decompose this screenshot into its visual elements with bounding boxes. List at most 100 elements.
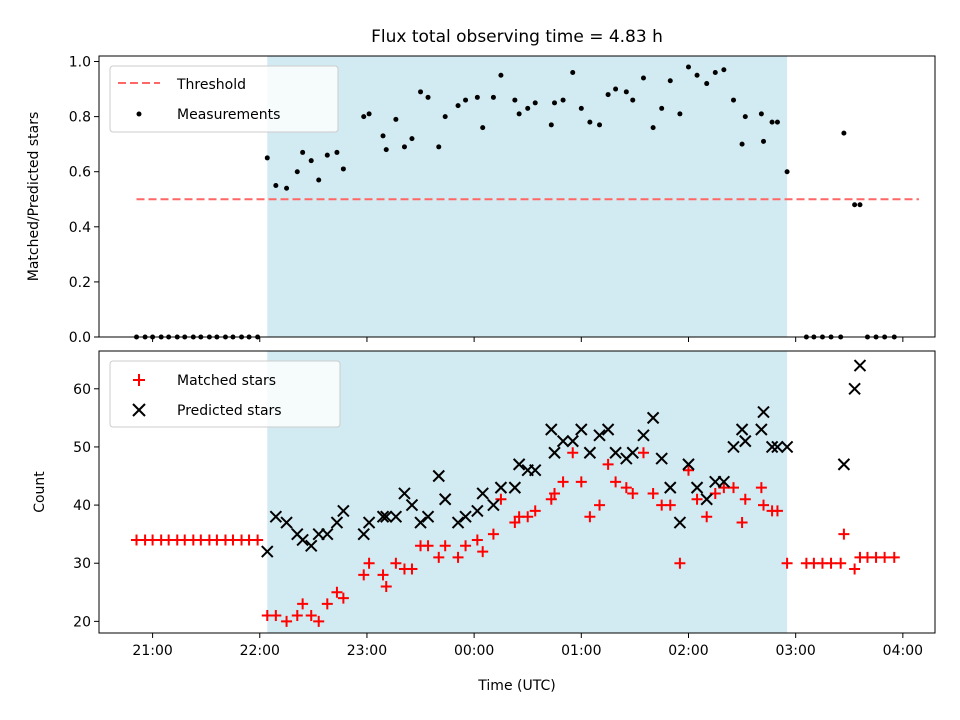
- top-legend-box: [109, 65, 339, 133]
- top-y-axis-label: Matched/Predicted stars: [26, 112, 42, 282]
- y-tick-label: 30: [73, 556, 91, 572]
- bottom-x-ticks: 21:00 22:00 23:00 00:00 01:00 02:00 03:00 04:00: [132, 633, 923, 659]
- measurement-point: [525, 105, 531, 111]
- measurement-point: [308, 158, 314, 164]
- matched-star-point: [602, 458, 614, 470]
- measurement-point: [300, 149, 306, 155]
- measurement-point: [273, 182, 279, 188]
- matched-star-point: [433, 551, 445, 563]
- matched-star-point: [835, 557, 847, 569]
- predicted-star-point: [837, 458, 851, 471]
- predicted-star-point: [296, 533, 309, 547]
- observing-window-band-bottom: [267, 351, 788, 633]
- measurement-point: [383, 147, 389, 153]
- matched-star-point: [422, 540, 434, 552]
- measurement-point: [784, 169, 790, 175]
- measurement-point: [516, 111, 522, 117]
- measurement-point: [324, 152, 330, 158]
- matched-star-point: [331, 586, 343, 598]
- measurement-point: [560, 97, 566, 103]
- matched-star-point: [674, 557, 686, 569]
- matched-star-point: [522, 511, 534, 523]
- measurement-point: [578, 105, 584, 111]
- matched-star-point: [888, 551, 900, 563]
- matched-star-point: [297, 598, 309, 610]
- matched-star-point: [825, 557, 837, 569]
- measurement-point: [623, 89, 629, 95]
- bottom-y-ticks: 20 30 40 50 60: [73, 382, 99, 630]
- measurement-point: [650, 125, 656, 131]
- predicted-star-point: [357, 527, 370, 541]
- measurement-point: [694, 72, 700, 78]
- matched-star-point: [682, 464, 694, 476]
- matched-star-point: [838, 528, 850, 540]
- matched-star-point: [728, 482, 740, 494]
- measurement-point: [640, 75, 646, 81]
- predicted-star-point: [646, 411, 660, 425]
- measurement-point: [498, 72, 504, 78]
- legend-matched-label: Matched stars: [177, 373, 276, 389]
- matched-star-point: [701, 511, 713, 523]
- measurement-point: [409, 136, 415, 142]
- predicted-star-point: [690, 481, 704, 494]
- measurement-point: [548, 122, 554, 128]
- matched-star-point: [610, 476, 622, 488]
- predicted-star-point: [305, 539, 318, 552]
- predicted-star-point: [376, 510, 390, 523]
- measurement-point: [841, 130, 847, 136]
- measurement-point: [455, 103, 461, 109]
- matched-stars-layer: [131, 447, 900, 627]
- predicted-star-point: [601, 423, 615, 436]
- matched-star-point: [529, 505, 541, 517]
- measurement-point: [418, 89, 424, 95]
- measurement-point: [294, 169, 300, 175]
- predicted-star-point: [512, 458, 526, 471]
- predicted-star-point: [717, 475, 731, 489]
- measurement-point: [340, 166, 346, 172]
- matched-star-point: [452, 551, 464, 563]
- matched-star-point: [584, 511, 596, 523]
- y-tick-label: 1.0: [69, 55, 91, 71]
- y-tick-label: 0.0: [69, 330, 91, 346]
- predicted-star-point: [398, 487, 411, 500]
- measurement-point: [393, 116, 399, 122]
- matched-star-point: [647, 487, 659, 499]
- matched-star-point: [509, 517, 521, 529]
- measurement-point: [597, 122, 603, 128]
- measurement-point: [570, 70, 576, 76]
- matched-star-point: [358, 569, 370, 581]
- predicted-star-point: [321, 527, 334, 541]
- predicted-star-point: [637, 429, 650, 442]
- bottom-legend-box: [109, 360, 341, 428]
- predicted-star-point: [682, 458, 695, 471]
- predicted-star-point: [765, 440, 779, 454]
- predicted-star-point: [330, 516, 344, 529]
- measurement-point: [587, 119, 593, 125]
- measurement-point: [630, 97, 636, 103]
- measurement-point: [334, 149, 340, 155]
- predicted-star-point: [494, 481, 508, 494]
- bottom-legend: Matched stars Predicted stars: [109, 360, 341, 428]
- measurement-point: [685, 64, 691, 70]
- top-x-ticks: [152, 337, 904, 342]
- x-tick-label: 01:00: [561, 643, 601, 659]
- matched-star-point: [594, 499, 606, 511]
- top-legend: Threshold Measurements: [109, 65, 339, 133]
- predicted-star-point: [421, 510, 435, 523]
- y-tick-label: 50: [73, 440, 91, 456]
- matched-star-point: [252, 534, 264, 546]
- measurement-point: [774, 119, 780, 125]
- measurement-point: [857, 202, 863, 208]
- matched-star-point: [758, 499, 770, 511]
- predicted-star-point: [556, 434, 570, 448]
- matched-star-point: [305, 610, 317, 622]
- predicted-star-point: [655, 452, 668, 465]
- predicted-star-point: [280, 516, 293, 529]
- matched-star-point: [849, 563, 861, 575]
- predicted-star-point: [780, 440, 794, 454]
- measurement-point: [480, 125, 486, 131]
- predicted-star-point: [432, 469, 445, 483]
- predicted-star-point: [727, 440, 740, 454]
- predicted-star-point: [771, 440, 784, 454]
- matched-star-point: [291, 610, 303, 622]
